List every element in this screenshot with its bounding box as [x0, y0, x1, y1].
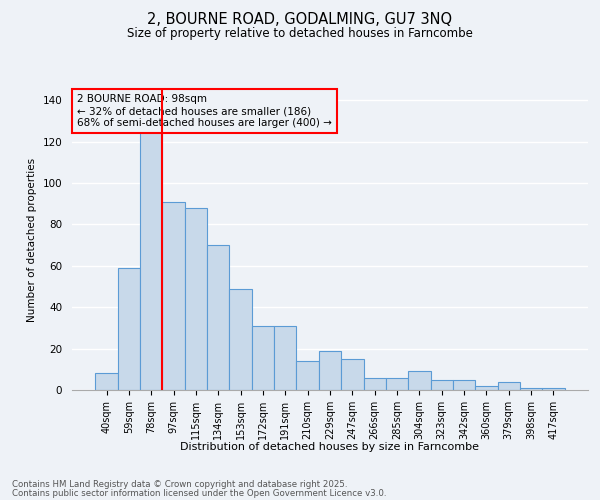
- Bar: [542, 388, 565, 390]
- Bar: [431, 380, 453, 390]
- Bar: [408, 372, 431, 390]
- Bar: [364, 378, 386, 390]
- Text: Size of property relative to detached houses in Farncombe: Size of property relative to detached ho…: [127, 28, 473, 40]
- Bar: [274, 326, 296, 390]
- Bar: [520, 388, 542, 390]
- Text: Contains public sector information licensed under the Open Government Licence v3: Contains public sector information licen…: [12, 489, 386, 498]
- Bar: [386, 378, 408, 390]
- Bar: [252, 326, 274, 390]
- Bar: [140, 125, 163, 390]
- Bar: [163, 202, 185, 390]
- Text: 2 BOURNE ROAD: 98sqm
← 32% of detached houses are smaller (186)
68% of semi-deta: 2 BOURNE ROAD: 98sqm ← 32% of detached h…: [77, 94, 332, 128]
- Bar: [475, 386, 497, 390]
- Bar: [497, 382, 520, 390]
- Y-axis label: Number of detached properties: Number of detached properties: [27, 158, 37, 322]
- Bar: [296, 361, 319, 390]
- Text: Contains HM Land Registry data © Crown copyright and database right 2025.: Contains HM Land Registry data © Crown c…: [12, 480, 347, 489]
- Bar: [118, 268, 140, 390]
- Bar: [229, 288, 252, 390]
- Bar: [185, 208, 207, 390]
- Text: 2, BOURNE ROAD, GODALMING, GU7 3NQ: 2, BOURNE ROAD, GODALMING, GU7 3NQ: [148, 12, 452, 28]
- Bar: [95, 374, 118, 390]
- Bar: [207, 245, 229, 390]
- Bar: [341, 359, 364, 390]
- Text: Distribution of detached houses by size in Farncombe: Distribution of detached houses by size …: [181, 442, 479, 452]
- Bar: [453, 380, 475, 390]
- Bar: [319, 350, 341, 390]
